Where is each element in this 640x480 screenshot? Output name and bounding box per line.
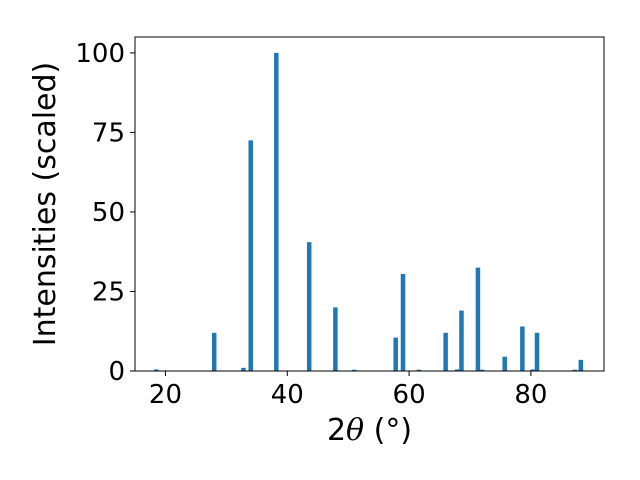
bar <box>454 369 460 371</box>
bar <box>248 140 253 371</box>
bar <box>393 337 398 371</box>
bar <box>333 307 338 371</box>
bar <box>306 242 312 371</box>
x-axis-label: 2θ (°) <box>327 413 412 448</box>
x-tick-label: 40 <box>271 380 304 410</box>
bar <box>274 52 279 372</box>
bar <box>443 332 448 371</box>
y-tick-label: 50 <box>92 198 125 228</box>
y-axis-label: Intensities (scaled) <box>28 62 63 347</box>
y-ticks-group: 0 25 50 75 100 <box>75 39 135 387</box>
x-ticks-group: 20 40 60 80 <box>149 371 547 410</box>
bar <box>479 369 485 371</box>
bars-group <box>154 52 584 372</box>
bar <box>416 369 422 371</box>
bar <box>534 332 540 371</box>
bar <box>154 369 159 371</box>
x-axis-label-unit: (°) <box>364 413 412 448</box>
y-tick-label: 25 <box>92 277 125 307</box>
x-tick-label: 60 <box>393 380 426 410</box>
bar <box>400 273 406 371</box>
y-tick-label: 75 <box>92 118 125 148</box>
x-axis-label-symbol: θ <box>346 413 364 448</box>
x-tick-label: 20 <box>149 380 182 410</box>
bar <box>578 359 584 371</box>
bar <box>502 356 507 371</box>
y-tick-label: 0 <box>108 357 125 387</box>
bar <box>459 310 464 371</box>
bar <box>211 332 217 371</box>
plot-frame <box>134 36 605 372</box>
bar <box>572 369 578 371</box>
bar <box>241 367 246 371</box>
bar <box>520 326 525 371</box>
bar <box>475 267 481 371</box>
y-tick-label: 100 <box>75 39 125 69</box>
x-axis-label-prefix: 2 <box>327 413 346 448</box>
bar <box>352 369 357 371</box>
x-tick-label: 80 <box>514 380 547 410</box>
bar <box>530 369 535 371</box>
